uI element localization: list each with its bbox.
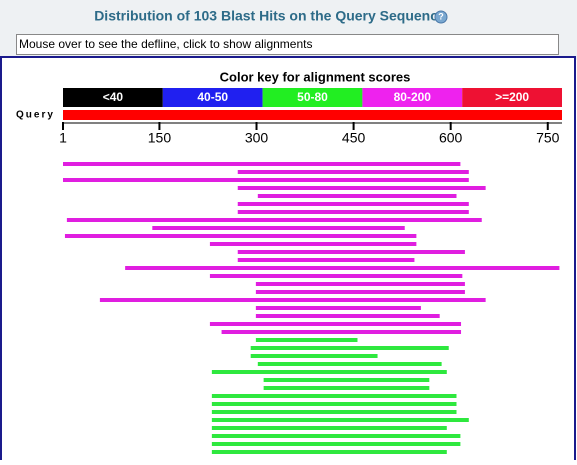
hit-bar[interactable] <box>237 202 469 206</box>
tick-label: 300 <box>245 130 269 146</box>
key-label: 80-200 <box>394 90 432 104</box>
hit-bar[interactable] <box>211 410 457 414</box>
hit-bar[interactable] <box>211 418 469 422</box>
hit-bar[interactable] <box>221 330 462 334</box>
query-bar <box>63 110 562 120</box>
hit-bar[interactable] <box>211 450 447 454</box>
hit-bar[interactable] <box>237 170 469 174</box>
help-icon[interactable] <box>434 10 448 24</box>
key-label: <40 <box>103 90 124 104</box>
key-label: 40-50 <box>197 90 228 104</box>
hit-bar[interactable] <box>263 378 430 382</box>
tick-label: 450 <box>342 130 366 146</box>
hit-bar[interactable] <box>209 322 462 326</box>
hit-bar[interactable] <box>255 306 421 310</box>
hit-bar[interactable] <box>211 442 461 446</box>
query-label: Query <box>16 110 55 121</box>
hit-bar[interactable] <box>125 266 560 270</box>
hit-bar[interactable] <box>237 250 465 254</box>
tick-label: 150 <box>148 130 172 146</box>
hit-bar[interactable] <box>255 314 440 318</box>
hit-bar[interactable] <box>250 354 378 358</box>
hit-bar[interactable] <box>255 338 358 342</box>
hit-bar[interactable] <box>99 298 486 302</box>
key-swatch <box>162 88 263 107</box>
key-swatch <box>63 88 163 107</box>
hit-bar[interactable] <box>152 226 405 230</box>
hit-bar[interactable] <box>209 274 463 278</box>
key-swatch <box>462 88 562 107</box>
key-swatch <box>362 88 463 107</box>
hit-bar[interactable] <box>257 362 442 366</box>
help-icon-glyph: ? <box>438 11 444 21</box>
title: Distribution of 103 Blast Hits on the Qu… <box>94 8 446 24</box>
hit-bar[interactable] <box>255 290 465 294</box>
hit-bar[interactable] <box>237 186 486 190</box>
hit-bar[interactable] <box>63 178 469 182</box>
key-label: >=200 <box>495 90 529 104</box>
key-swatch <box>262 88 363 107</box>
tick-label: 1 <box>59 130 67 146</box>
hit-bar[interactable] <box>211 434 461 438</box>
status-text: Mouse over to see the defline, click to … <box>19 37 312 51</box>
hit-bar[interactable] <box>209 242 417 246</box>
hit-bar[interactable] <box>211 426 447 430</box>
key-title: Color key for alignment scores <box>220 69 411 84</box>
hit-bar[interactable] <box>250 346 449 350</box>
hit-bar[interactable] <box>257 194 457 198</box>
key-label: 50-80 <box>297 90 328 104</box>
hit-bar[interactable] <box>237 258 415 262</box>
hit-bar[interactable] <box>211 394 457 398</box>
hit-bar[interactable] <box>211 402 457 406</box>
hit-bar[interactable] <box>64 234 417 238</box>
hit-bar[interactable] <box>211 370 447 374</box>
hit-bar[interactable] <box>63 162 461 166</box>
tick-label: 750 <box>536 130 560 146</box>
hit-bar[interactable] <box>237 210 469 214</box>
status-box <box>16 34 559 55</box>
hit-bar[interactable] <box>66 218 482 222</box>
tick-label: 600 <box>439 130 463 146</box>
hit-bar[interactable] <box>263 386 430 390</box>
hit-bar[interactable] <box>255 282 465 286</box>
